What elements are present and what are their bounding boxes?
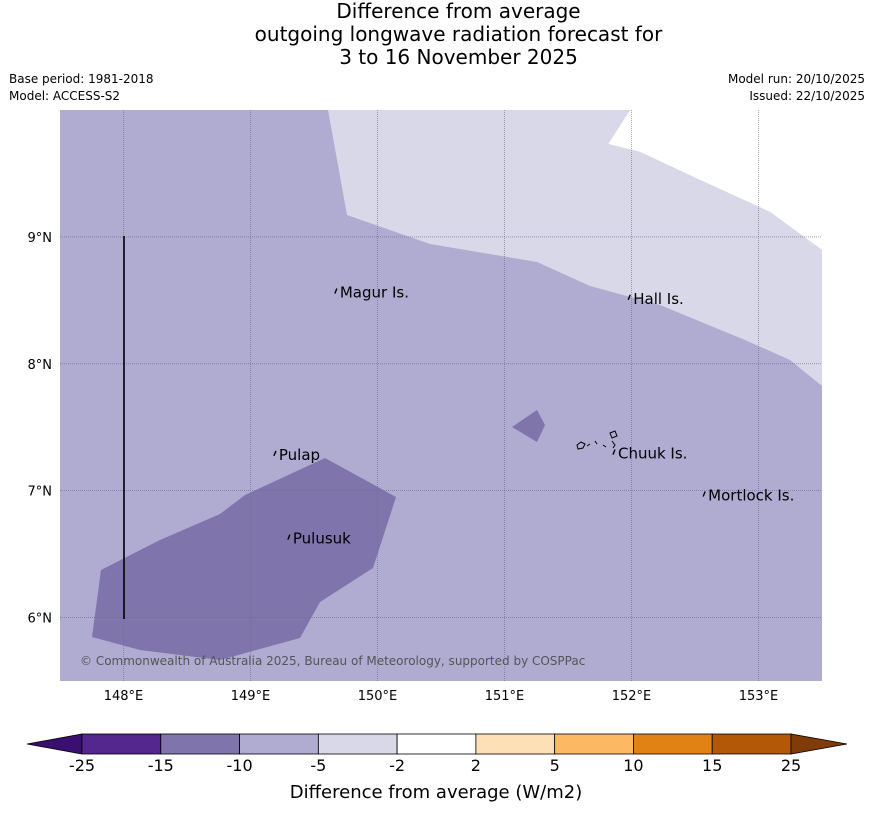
longitude-tick-labels: 148°E 149°E 150°E 151°E 152°E 153°E — [104, 689, 779, 704]
colorbar: -25 -15 -10 -5 -2 2 5 10 15 25 — [26, 733, 848, 775]
latitude-tick-labels: 9°N 8°N 7°N 6°N — [28, 231, 53, 627]
colorbar-tick-label: 2 — [471, 756, 481, 775]
colorbar-tick-label: -15 — [148, 756, 174, 775]
meta-right: Model run: 20/10/2025 Issued: 22/10/2025 — [728, 71, 865, 105]
colorbar-tick-label: 10 — [623, 756, 643, 775]
place-label: Chuuk Is. — [618, 445, 687, 463]
colorbar-segment — [239, 733, 319, 755]
chuuk-island-outlines — [576, 430, 618, 450]
colorbar-tick-label: -2 — [389, 756, 405, 775]
place-label: Hall Is. — [633, 290, 684, 308]
place-label: Pulusuk — [293, 530, 351, 548]
island-marker — [612, 449, 616, 455]
place-label: Magur Is. — [340, 283, 409, 301]
colorbar-tick-label: 15 — [702, 756, 722, 775]
model-run-text: Model run: 20/10/2025 — [727, 72, 865, 86]
colorbar-segment — [160, 733, 240, 755]
copyright-notice: © Commonwealth of Australia 2025, Bureau… — [80, 654, 585, 668]
place-labels: Magur Is. Hall Is. Pulap Chuuk Is. Mortlock … — [273, 283, 794, 548]
lon-tick-label: 148°E — [104, 689, 144, 704]
island-marker — [627, 294, 631, 301]
base-period-text: Base period: 1981-2018 — [9, 72, 154, 86]
colorbar-extend-high — [790, 733, 848, 755]
island-marker — [273, 450, 277, 457]
colorbar-segment — [396, 733, 477, 755]
title-line-1: Difference from average — [336, 0, 581, 23]
colorbar-tick-label: -5 — [310, 756, 326, 775]
island-marker — [334, 288, 338, 294]
colorbar-segment — [317, 733, 398, 755]
title-line-3: 3 to 16 November 2025 — [339, 45, 578, 69]
lon-tick-label: 150°E — [358, 689, 398, 704]
colorbar-tick-label: 25 — [781, 756, 801, 775]
strong-anomaly-region-east — [512, 410, 545, 442]
lon-tick-label: 153°E — [739, 689, 779, 704]
model-text: Model: ACCESS-S2 — [9, 89, 121, 103]
colorbar-segment — [633, 733, 713, 755]
lon-tick-label: 149°E — [231, 689, 271, 704]
colorbar-tick-label: -25 — [69, 756, 95, 775]
colorbar-segment — [81, 733, 162, 755]
lat-tick-label: 9°N — [28, 231, 53, 246]
missing-data-region — [328, 110, 822, 250]
lat-tick-label: 6°N — [28, 612, 53, 627]
place-label: Pulap — [279, 446, 320, 464]
colorbar-segment — [554, 733, 634, 755]
island-marker — [287, 534, 291, 540]
lat-tick-label: 8°N — [28, 358, 53, 373]
figure-title: Difference from average outgoing longwav… — [0, 0, 873, 69]
lon-tick-label: 152°E — [612, 689, 652, 704]
colorbar-extend-low — [26, 733, 83, 755]
colorbar-tick-label: -10 — [226, 756, 252, 775]
colorbar-title: Difference from average (W/m2) — [290, 782, 582, 803]
map-area: Magur Is. Hall Is. Pulap Chuuk Is. Mortlock … — [60, 110, 822, 681]
title-line-2: outgoing longwave radiation forecast for — [254, 22, 663, 46]
colorbar-tick-label: 5 — [550, 756, 560, 775]
colorbar-segment — [475, 733, 556, 755]
graticule — [60, 110, 822, 681]
issued-text: Issued: 22/10/2025 — [749, 89, 865, 103]
weak-anomaly-region — [328, 110, 822, 386]
island-marker — [702, 491, 706, 497]
colorbar-segment — [711, 733, 792, 755]
place-label: Mortlock Is. — [708, 486, 794, 504]
strong-anomaly-region-southwest — [92, 458, 396, 660]
lat-tick-label: 7°N — [28, 485, 53, 500]
meta-left: Base period: 1981-2018 Model: ACCESS-S2 — [9, 71, 154, 105]
lon-tick-label: 151°E — [485, 689, 525, 704]
